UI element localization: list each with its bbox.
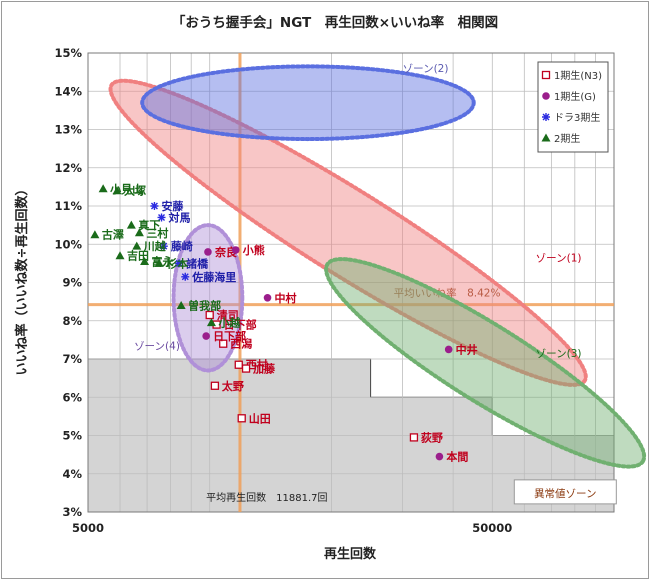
data-point [204, 248, 212, 256]
data-point-label: 中村 [275, 291, 297, 305]
data-point-label: 三村 [146, 226, 168, 240]
data-point [140, 256, 150, 265]
outlier-zone-label-box [513, 479, 617, 505]
zone-ellipse [140, 64, 476, 142]
data-point-label: 日下部 [213, 329, 246, 343]
legend-entry: ドラ3期生 [554, 111, 600, 124]
data-point-label: 川越 [143, 239, 167, 253]
data-point [234, 360, 243, 369]
data-point [150, 202, 159, 210]
data-point-label: 諸橋 [186, 256, 209, 270]
y-tick-label: 4% [62, 467, 82, 481]
zone-ellipse [324, 257, 647, 469]
data-point [435, 452, 444, 461]
data-point-label: 安藤 [161, 199, 184, 213]
data-point-label: 対馬 [168, 210, 191, 224]
data-point [263, 294, 272, 302]
plot-border [87, 52, 615, 513]
data-point-label: 中井 [456, 342, 478, 356]
legend-entry: 1期生(N3) [554, 69, 602, 82]
data-point-label: 曽我部 [188, 298, 221, 312]
x-tick-label: 50000 [472, 521, 512, 535]
legend-marker [542, 113, 550, 121]
zone-label: ゾーン(1) [536, 252, 582, 264]
chart-title: 「おうち握手会」NGT 再生回数×いいね率 相関図 [172, 14, 498, 31]
data-point [126, 220, 136, 229]
data-point [444, 345, 453, 354]
data-point [206, 318, 216, 327]
data-point-label: 西村 [246, 358, 268, 372]
data-point [176, 300, 186, 309]
data-point [157, 213, 166, 222]
data-point [409, 433, 419, 442]
legend-marker [541, 70, 551, 80]
legend-marker [542, 92, 550, 100]
data-point-label: 奈良 [214, 245, 237, 259]
data-point [98, 184, 108, 193]
zone-label: ゾーン(4) [134, 340, 180, 352]
zone-label: ゾーン(2) [403, 63, 449, 75]
data-point-label: 小越 [217, 316, 241, 330]
zone-label: ゾーン(3) [536, 348, 582, 360]
data-point-label: 佐藤海里 [191, 270, 236, 284]
average-views-label: 平均再生回数 11881.7回 [206, 491, 327, 504]
data-point-label: 加藤 [252, 362, 276, 376]
data-point-label: 荻野 [421, 430, 443, 444]
y-tick-label: 7% [62, 352, 82, 366]
outlier-zone-label: 異常値ゾーン [534, 487, 596, 500]
data-point [90, 230, 100, 239]
y-tick-label: 3% [62, 505, 82, 519]
y-tick-label: 5% [62, 429, 82, 443]
zone-ellipse [171, 223, 245, 373]
average-like-rate-label: 平均いいね率 8.42% [394, 287, 501, 300]
data-point [154, 258, 164, 267]
data-point-label: 真下 [138, 218, 160, 232]
data-point-label: 清司 [217, 308, 239, 322]
data-point [175, 259, 184, 268]
data-point-label: 藤崎 [171, 239, 193, 253]
data-point-label: 太野 [221, 379, 244, 393]
data-point [181, 272, 190, 281]
y-tick-label: 10% [54, 237, 82, 251]
data-point-label: 杉本 [166, 256, 188, 270]
x-axis-label: 再生回数 [324, 546, 377, 562]
y-tick-label: 6% [62, 390, 82, 404]
data-point [202, 332, 210, 340]
legend-entry: 2期生 [554, 132, 580, 145]
data-point [115, 251, 125, 260]
data-point-label: 小熊 [242, 243, 265, 257]
data-point-label: 西潟 [230, 337, 252, 351]
data-point [132, 241, 142, 250]
data-point-label: 本間 [446, 450, 468, 464]
legend-entry: 1期生(G) [554, 90, 596, 103]
data-point [205, 310, 214, 320]
data-point [159, 242, 168, 251]
y-tick-label: 13% [54, 123, 82, 137]
y-axis-label: いいね率（いいね数÷再生回数） [14, 183, 30, 376]
x-tick-label: 5000 [72, 521, 104, 535]
data-point [210, 381, 220, 390]
data-point [241, 364, 251, 373]
data-point-label: 日下部 [224, 318, 257, 332]
y-tick-label: 14% [54, 84, 82, 98]
data-point [112, 186, 122, 195]
y-tick-label: 9% [62, 276, 82, 290]
data-point-label: 古澤 [102, 228, 124, 242]
plot-area: 3% 4% 5% 6% 7% 8% 9% 10% 11% 12% 13% 14% 15% 5000 5000… [54, 46, 647, 535]
legend-marker [541, 133, 551, 142]
y-tick-label: 8% [62, 314, 82, 328]
data-point [231, 246, 240, 254]
data-point-label: 山田 [249, 411, 271, 425]
y-tick-label: 15% [54, 46, 82, 60]
data-point-label: 大塚 [124, 184, 146, 198]
data-point [237, 414, 246, 423]
data-point [219, 339, 228, 348]
y-tick-label: 11% [54, 199, 82, 213]
legend: 1期生(N3) 1期生(G) ドラ3期生 2期生 [537, 61, 609, 153]
data-point [134, 228, 144, 237]
y-tick-label: 12% [54, 161, 82, 175]
